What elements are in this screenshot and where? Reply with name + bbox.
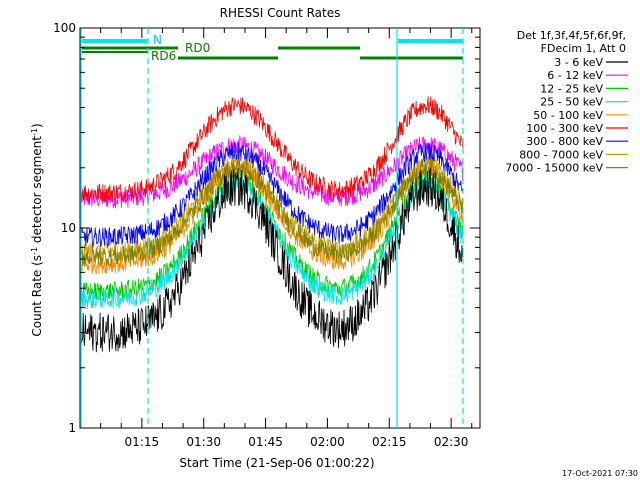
legend-header-detectors: Det 1f,3f,4f,5f,6f,9f,	[517, 29, 626, 42]
x-tick-label: 02:00	[310, 435, 345, 449]
y-axis-title-sup2: -1	[30, 128, 39, 136]
x-axis-title: Start Time (21-Sep-06 01:00:22)	[179, 456, 374, 470]
x-tick-label: 02:30	[434, 435, 469, 449]
x-tick-label: 01:45	[248, 435, 283, 449]
series-line-3-6-kev	[80, 167, 464, 353]
y-axis-title: Count Rate (s-1 detector segment-1)	[30, 123, 45, 336]
series-line-7000-15000-kev	[80, 158, 464, 267]
series-lines	[80, 96, 464, 353]
legend-label: 12 - 25 keV	[540, 82, 603, 95]
x-tick-label: 01:15	[125, 435, 160, 449]
chart-title: RHESSI Count Rates	[220, 6, 341, 20]
legend-label: 25 - 50 keV	[540, 96, 603, 109]
y-tick-label: 100	[53, 21, 76, 35]
legend: Det 1f,3f,4f,5f,6f,9f,FDecim 1, Att 03 -…	[505, 29, 628, 175]
series-line-300-800-kev	[80, 142, 463, 249]
x-tick-label: 01:30	[186, 435, 221, 449]
legend-label: 100 - 300 keV	[526, 122, 603, 135]
y-axis-title-sup1: -1	[30, 247, 39, 255]
y-axis-title-mid: detector segment	[30, 136, 44, 247]
timestamp-label: 17-Oct-2021 07:30	[562, 469, 638, 478]
legend-label: 6 - 12 keV	[547, 69, 603, 82]
legend-label: 800 - 7000 keV	[519, 148, 603, 161]
y-tick-label: 10	[61, 221, 76, 235]
legend-label: 50 - 100 keV	[533, 109, 603, 122]
x-axis: 01:15 01:30 01:45 02:00 02:15 02:30	[100, 28, 473, 449]
attenuator-status-bars	[82, 39, 463, 60]
annotation-rd6: RD6	[151, 49, 176, 63]
x-tick-label: 02:15	[372, 435, 407, 449]
legend-label: 3 - 6 keV	[554, 56, 603, 69]
y-axis: 1 10 100	[53, 21, 480, 435]
series-line-100-300-kev	[80, 96, 464, 203]
y-axis-title-end: )	[30, 123, 44, 128]
y-tick-label: 1	[68, 421, 76, 435]
annotation-rd0: RD0	[185, 41, 210, 55]
series-line-25-50-kev	[80, 175, 464, 310]
legend-header-decim: FDecim 1, Att 0	[541, 42, 626, 55]
y-axis-title-start: Count Rate (s	[30, 255, 44, 337]
annotation-n: N	[153, 33, 162, 47]
legend-label: 7000 - 15000 keV	[505, 162, 603, 175]
legend-label: 300 - 800 keV	[526, 135, 603, 148]
